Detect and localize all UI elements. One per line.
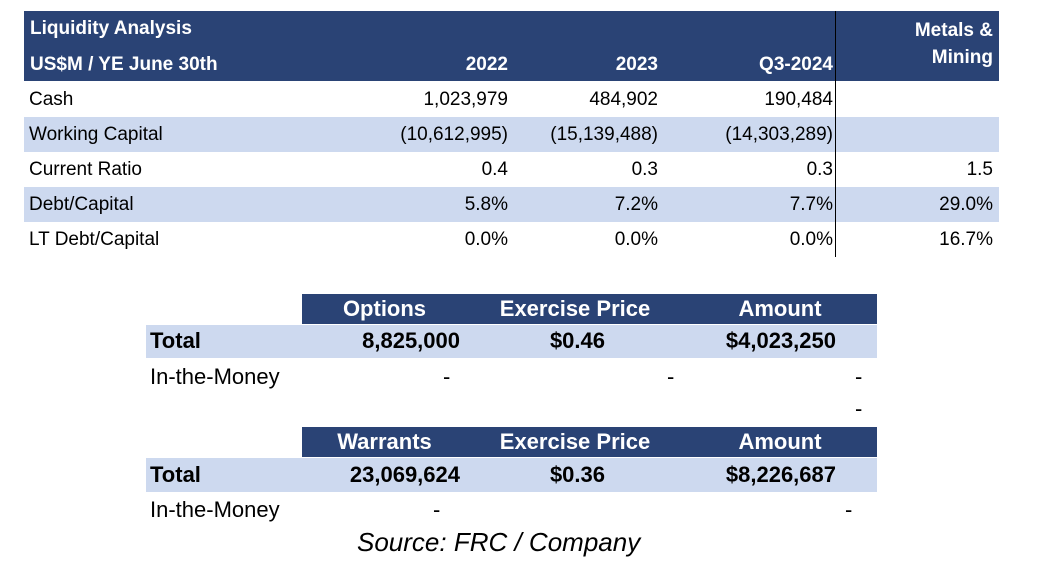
options-itm-price: -	[667, 364, 675, 389]
amount-col-header: Amount	[738, 429, 822, 454]
row-label: Working Capital	[29, 124, 163, 145]
cell-2023: 484,902	[589, 89, 658, 110]
cell-2022: 1,023,979	[423, 89, 508, 110]
row-label: Debt/Capital	[29, 194, 134, 215]
row-bg-debt-capital	[24, 187, 999, 222]
options-total-row-bg	[146, 325, 877, 358]
exercise-price-col-header: Exercise Price	[499, 296, 651, 321]
liquidity-subtitle: US$M / YE June 30th	[30, 54, 218, 75]
col-header-q3-2024: Q3-2024	[759, 54, 833, 75]
cell-q3-2024: 0.3	[806, 159, 833, 180]
liquidity-header	[24, 11, 999, 81]
options-col-header: Options	[342, 296, 427, 321]
cell-2022: 0.4	[481, 159, 508, 180]
options-itm-amount: -	[855, 364, 863, 389]
cell-peer: 1.5	[966, 159, 993, 180]
row-label: Cash	[29, 89, 74, 110]
warrants-itm-count: -	[433, 497, 441, 522]
options-itm-count: -	[443, 364, 451, 389]
cell-2022: (10,612,995)	[400, 124, 508, 145]
options-header	[302, 294, 877, 324]
cell-2022: 0.0%	[464, 229, 508, 250]
cell-peer: 29.0%	[939, 194, 993, 215]
warrants-total-label: Total	[150, 462, 201, 487]
cell-2023: 7.2%	[614, 194, 658, 215]
options-total-count: 8,825,000	[362, 328, 460, 353]
amount-col-header: Amount	[738, 296, 822, 321]
options-total-amount: $4,023,250	[725, 328, 836, 353]
warrants-header	[302, 427, 877, 457]
row-label: Current Ratio	[29, 159, 142, 180]
cell-peer	[860, 82, 993, 117]
source-note: Source: FRC / Company	[357, 527, 641, 557]
cell-q3-2024: (14,303,289)	[725, 124, 833, 145]
options-itm-label: In-the-Money	[150, 364, 280, 389]
options-total-price: $0.46	[549, 328, 605, 353]
cell-2023: 0.3	[631, 159, 658, 180]
options-extra-dash: -	[855, 396, 863, 421]
warrants-itm-amount: -	[845, 497, 853, 522]
warrants-total-price: $0.36	[549, 462, 605, 487]
cell-q3-2024: 0.0%	[789, 229, 833, 250]
cell-q3-2024: 190,484	[764, 89, 833, 110]
cell-q3-2024: 7.7%	[789, 194, 833, 215]
cell-peer: 16.7%	[939, 229, 993, 250]
row-bg-working-capital	[24, 117, 999, 152]
cell-2023: (15,139,488)	[550, 124, 658, 145]
col-header-peer-line1: Metals &	[914, 20, 993, 41]
col-header-2022: 2022	[465, 54, 508, 75]
warrants-total-count: 23,069,624	[349, 462, 460, 487]
warrants-col-header: Warrants	[337, 429, 432, 454]
peer-separator	[835, 11, 836, 257]
col-header-2023: 2023	[615, 54, 658, 75]
cell-2022: 5.8%	[464, 194, 508, 215]
liquidity-title: Liquidity Analysis	[30, 18, 192, 39]
warrants-total-row-bg	[146, 458, 877, 492]
warrants-total-amount: $8,226,687	[725, 462, 836, 487]
exercise-price-col-header: Exercise Price	[499, 429, 651, 454]
warrants-itm-label: In-the-Money	[150, 497, 280, 522]
col-header-peer-line2: Mining	[931, 47, 993, 68]
options-total-label: Total	[150, 328, 201, 353]
cell-peer	[860, 117, 993, 152]
cell-2023: 0.0%	[614, 229, 658, 250]
row-label: LT Debt/Capital	[29, 229, 160, 250]
